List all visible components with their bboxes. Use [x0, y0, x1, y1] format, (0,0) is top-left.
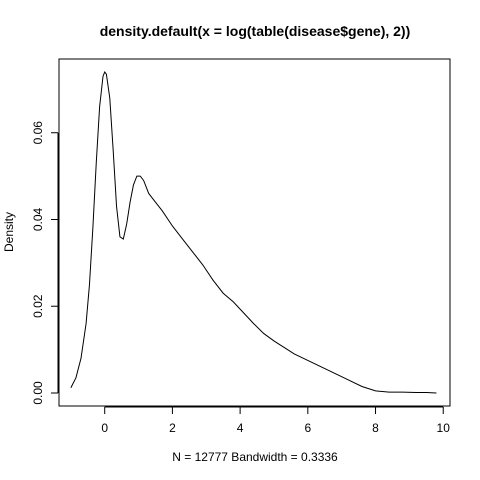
chart-title: density.default(x = log(table(disease$ge… [100, 23, 411, 39]
y-tick-label: 0.04 [31, 207, 45, 231]
y-tick-label: 0.02 [31, 294, 45, 318]
x-axis: 0 2 4 6 8 10 [101, 406, 451, 435]
y-tick-label: 0.06 [31, 121, 45, 145]
x-axis-label: N = 12777 Bandwidth = 0.3336 [172, 450, 338, 464]
plot-frame [58, 58, 451, 407]
x-tick-label: 2 [169, 421, 176, 435]
x-tick-label: 10 [437, 421, 451, 435]
x-tick-label: 8 [372, 421, 379, 435]
x-tick-label: 6 [304, 421, 311, 435]
y-axis: 0.00 0.02 0.04 0.06 [31, 121, 59, 405]
x-tick-label: 4 [237, 421, 244, 435]
y-tick-label: 0.00 [31, 381, 45, 405]
x-tick-label: 0 [101, 421, 108, 435]
y-axis-label: Density [2, 212, 16, 252]
density-curve [70, 71, 437, 394]
